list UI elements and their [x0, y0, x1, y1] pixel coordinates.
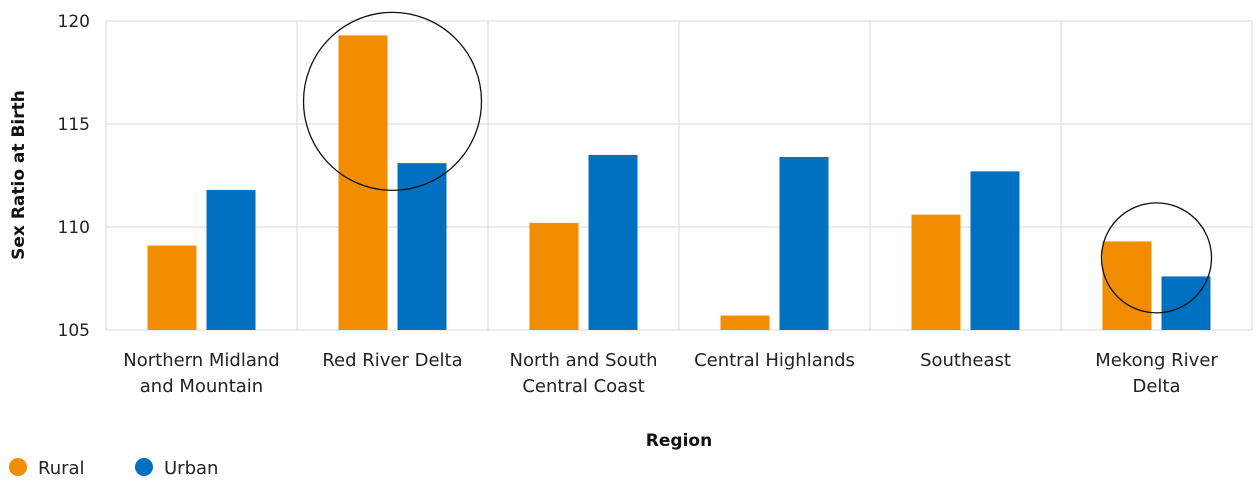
x-tick-label: Red River Delta — [322, 350, 462, 371]
highlight-circle — [302, 11, 483, 191]
bar-layer — [147, 35, 1211, 331]
x-tick-label: Central Coast — [522, 376, 644, 397]
bar-urban — [779, 156, 829, 330]
x-tick-label: Southeast — [920, 350, 1011, 371]
x-tick-label: North and South — [510, 350, 658, 371]
y-tick-label: 120 — [58, 12, 90, 32]
bar-rural — [911, 214, 961, 330]
bar-urban — [397, 163, 447, 330]
axis-layer: 105 110 115 120 Northern Midland and Mountain… — [58, 12, 1219, 397]
legend-marker-urban — [135, 458, 153, 476]
highlight-circle — [1100, 202, 1213, 314]
y-tick-label: 110 — [58, 218, 90, 238]
legend-label-rural: Rural — [38, 458, 85, 479]
bar-urban — [206, 189, 256, 330]
bar-urban — [970, 171, 1020, 330]
x-tick-label: and Mountain — [140, 376, 263, 397]
bar-rural — [1102, 241, 1152, 330]
grid-layer — [105, 20, 1253, 331]
bar-rural — [529, 222, 579, 330]
legend-label-urban: Urban — [164, 458, 218, 479]
y-tick-label: 115 — [58, 115, 90, 135]
bar-rural — [147, 245, 197, 330]
y-tick-label: 105 — [58, 321, 90, 341]
x-axis-title: Region — [646, 431, 712, 451]
annotation-layer — [302, 11, 1213, 314]
x-tick-label: Delta — [1132, 376, 1180, 397]
y-axis-title: Sex Ratio at Birth — [9, 90, 29, 260]
x-tick-label: Northern Midland — [123, 350, 279, 371]
x-tick-label: Central Highlands — [694, 350, 855, 371]
bar-rural — [720, 315, 770, 330]
legend-marker-rural — [9, 458, 27, 476]
bar-urban — [588, 154, 638, 330]
x-tick-label: Mekong River — [1095, 350, 1218, 371]
bar-rural — [338, 35, 388, 331]
legend: Rural Urban — [9, 458, 218, 479]
bar-urban — [1161, 276, 1211, 330]
